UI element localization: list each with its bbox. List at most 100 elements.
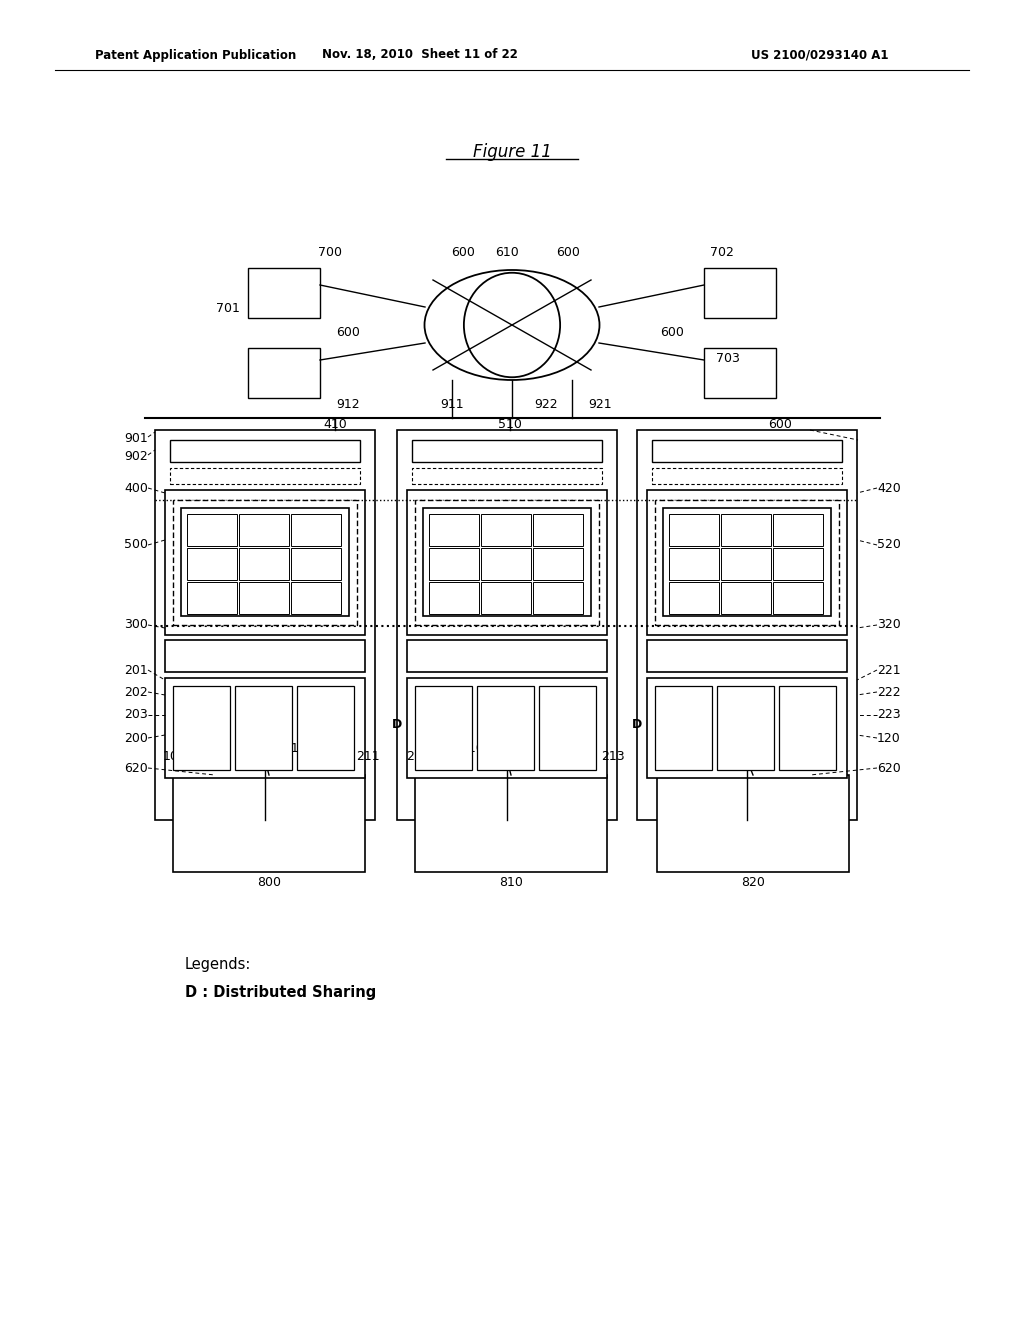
Text: 600: 600	[556, 246, 580, 259]
Bar	[187, 548, 237, 579]
Bar	[239, 513, 289, 546]
Bar	[187, 582, 237, 614]
Text: 810: 810	[499, 875, 523, 888]
Bar	[669, 548, 719, 579]
Text: Patent Application Publication: Patent Application Publication	[95, 49, 296, 62]
Bar	[773, 513, 823, 546]
Bar	[705, 348, 776, 399]
Text: 901: 901	[124, 432, 148, 445]
Text: 703: 703	[716, 351, 740, 364]
Text: A: A	[191, 515, 198, 524]
Bar	[165, 490, 365, 635]
Text: 300: 300	[124, 619, 148, 631]
Text: 902: 902	[124, 450, 148, 462]
Text: 620: 620	[877, 762, 901, 775]
Text: G: G	[191, 582, 198, 591]
Bar	[539, 686, 596, 770]
Bar	[173, 775, 365, 873]
Bar	[429, 582, 479, 614]
Bar	[291, 582, 341, 614]
Text: 110: 110	[461, 742, 485, 755]
Text: D: D	[392, 718, 402, 731]
Text: 520: 520	[877, 539, 901, 552]
Text: 213: 213	[601, 750, 625, 763]
Text: 4: 4	[485, 549, 490, 557]
Text: 2: 2	[485, 515, 490, 524]
Text: B: B	[433, 515, 439, 524]
Bar	[773, 582, 823, 614]
Bar	[239, 582, 289, 614]
Bar	[481, 513, 531, 546]
Text: 922: 922	[535, 399, 558, 412]
Bar	[291, 513, 341, 546]
Text: 420: 420	[877, 482, 901, 495]
Text: 8: 8	[537, 582, 543, 591]
Bar	[477, 686, 534, 770]
Text: E: E	[673, 549, 679, 557]
Bar	[415, 686, 472, 770]
Bar	[412, 469, 602, 484]
Bar	[165, 640, 365, 672]
Bar	[534, 548, 583, 579]
Text: US 2100/0293140 A1: US 2100/0293140 A1	[752, 49, 889, 62]
Bar	[647, 678, 847, 777]
Text: Legends:: Legends:	[185, 957, 251, 973]
Text: 7: 7	[243, 582, 249, 591]
Text: D: D	[433, 549, 440, 557]
Text: D : Distributed Sharing: D : Distributed Sharing	[185, 986, 376, 1001]
Bar	[173, 686, 230, 770]
Bar	[779, 686, 836, 770]
Text: 600: 600	[336, 326, 360, 339]
Text: 203: 203	[124, 709, 148, 722]
Text: 400: 400	[124, 482, 148, 495]
Text: H: H	[433, 582, 439, 591]
Bar	[721, 548, 771, 579]
Bar	[248, 268, 319, 318]
Ellipse shape	[464, 273, 560, 378]
Text: 600: 600	[660, 326, 684, 339]
Text: 220: 220	[686, 750, 710, 763]
Text: 5: 5	[725, 549, 731, 557]
Text: 912: 912	[336, 399, 359, 412]
Bar	[652, 469, 842, 484]
Text: 201: 201	[124, 664, 148, 676]
Bar	[663, 508, 831, 616]
Bar	[415, 775, 607, 873]
Text: 510: 510	[498, 418, 522, 432]
Bar	[407, 678, 607, 777]
Text: 120: 120	[877, 731, 901, 744]
Text: 202: 202	[124, 685, 148, 698]
Bar	[397, 430, 617, 820]
Text: 212: 212	[407, 750, 430, 763]
Bar	[717, 686, 774, 770]
Bar	[669, 513, 719, 546]
Text: 222: 222	[877, 685, 901, 698]
Bar	[170, 440, 360, 462]
Bar	[170, 469, 360, 484]
Text: 620: 620	[505, 750, 528, 763]
Bar	[655, 686, 712, 770]
Text: 211: 211	[356, 750, 380, 763]
Ellipse shape	[425, 271, 599, 380]
Text: 911: 911	[440, 399, 464, 412]
Text: F: F	[191, 549, 197, 557]
Bar	[534, 513, 583, 546]
Bar	[291, 548, 341, 579]
Text: 500: 500	[124, 539, 148, 552]
Text: 610: 610	[496, 246, 519, 259]
Text: 100: 100	[163, 750, 187, 763]
Bar	[181, 508, 349, 616]
Bar	[657, 775, 849, 873]
Text: 320: 320	[877, 619, 901, 631]
Bar	[187, 513, 237, 546]
Bar	[481, 582, 531, 614]
Text: D: D	[632, 718, 642, 731]
Bar	[429, 548, 479, 579]
Text: C: C	[673, 515, 679, 524]
Text: 700: 700	[318, 246, 342, 259]
Bar	[407, 490, 607, 635]
Bar	[412, 440, 602, 462]
Bar	[655, 500, 839, 624]
Text: 6: 6	[243, 549, 249, 557]
Text: 921: 921	[588, 399, 611, 412]
